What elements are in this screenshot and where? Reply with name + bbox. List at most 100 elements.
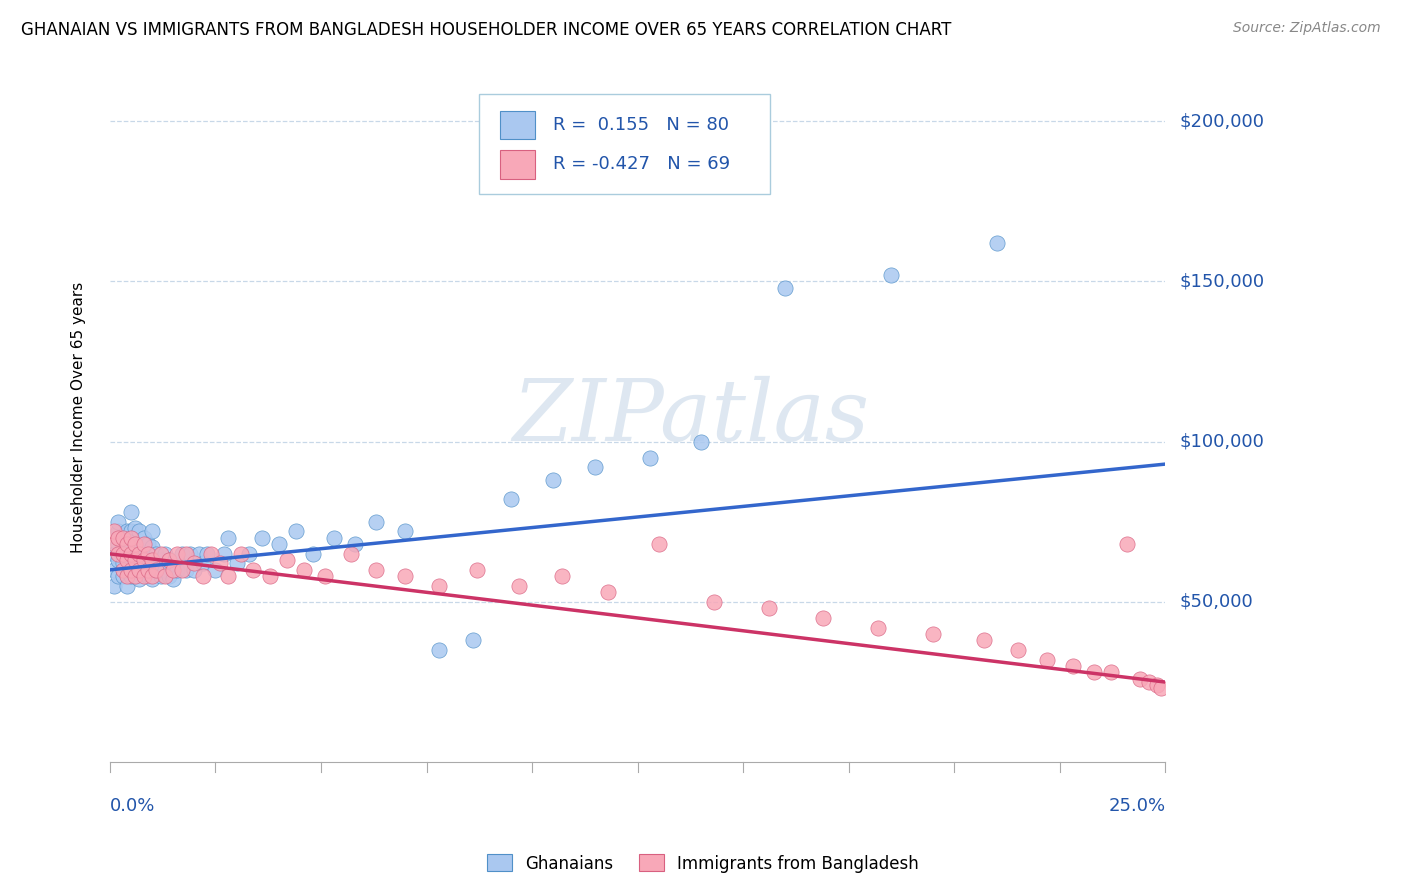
Point <box>1007 643 1029 657</box>
Point <box>115 563 138 577</box>
Point <box>364 563 387 577</box>
Point <box>136 569 159 583</box>
Point <box>120 531 142 545</box>
Point <box>145 547 167 561</box>
Point <box>111 547 134 561</box>
Point <box>596 585 619 599</box>
Point <box>107 531 129 545</box>
Point <box>145 563 167 577</box>
Point <box>132 563 155 577</box>
Point <box>157 553 180 567</box>
Point <box>212 547 235 561</box>
Point <box>703 595 725 609</box>
Point <box>541 473 564 487</box>
Point <box>141 524 163 539</box>
Point <box>465 563 488 577</box>
Point <box>394 569 416 583</box>
Point <box>120 524 142 539</box>
Point <box>204 563 226 577</box>
Point <box>153 547 176 561</box>
Point <box>107 524 129 539</box>
Point <box>128 563 150 577</box>
Point <box>128 524 150 539</box>
Point <box>136 547 159 561</box>
Point <box>128 557 150 571</box>
Point <box>267 537 290 551</box>
Point <box>922 627 945 641</box>
Point <box>758 601 780 615</box>
Point <box>115 553 138 567</box>
Point <box>107 515 129 529</box>
Point <box>120 547 142 561</box>
Point <box>128 547 150 561</box>
Point <box>111 531 134 545</box>
Point <box>1146 678 1168 692</box>
Point <box>292 563 315 577</box>
Point <box>217 531 239 545</box>
Point <box>107 553 129 567</box>
Point <box>141 569 163 583</box>
Point <box>640 450 662 465</box>
Point <box>242 563 264 577</box>
Point <box>136 563 159 577</box>
Point <box>166 563 188 577</box>
Point <box>115 547 138 561</box>
Point <box>1129 672 1152 686</box>
Point <box>427 643 450 657</box>
Point <box>141 573 163 587</box>
Point <box>690 434 713 449</box>
Bar <box>501 150 536 178</box>
Point <box>775 281 797 295</box>
Point <box>238 547 260 561</box>
Point <box>187 547 209 561</box>
Point <box>191 557 214 571</box>
Point <box>111 569 134 583</box>
Point <box>120 563 142 577</box>
Point <box>508 579 530 593</box>
Point <box>124 569 146 583</box>
Point <box>1099 665 1122 680</box>
Point <box>550 569 572 583</box>
Y-axis label: Householder Income Over 65 years: Householder Income Over 65 years <box>72 282 86 553</box>
Point <box>149 547 172 561</box>
Point <box>1150 681 1173 696</box>
FancyBboxPatch shape <box>479 94 769 194</box>
Point <box>250 531 273 545</box>
Point <box>170 563 193 577</box>
Point <box>128 541 150 555</box>
Point <box>124 553 146 567</box>
Point <box>141 553 163 567</box>
Point <box>153 563 176 577</box>
Point <box>322 531 344 545</box>
Point <box>191 569 214 583</box>
Point <box>162 563 184 577</box>
Point <box>986 235 1008 250</box>
Point <box>229 547 252 561</box>
Point <box>141 557 163 571</box>
Point <box>124 537 146 551</box>
Text: ZIPatlas: ZIPatlas <box>512 376 869 459</box>
Point <box>1083 665 1105 680</box>
Point <box>427 579 450 593</box>
Point <box>166 547 188 561</box>
Point <box>103 547 125 561</box>
Text: Source: ZipAtlas.com: Source: ZipAtlas.com <box>1233 21 1381 36</box>
Text: 0.0%: 0.0% <box>110 797 155 814</box>
Point <box>200 547 222 561</box>
Point <box>174 547 197 561</box>
Point <box>115 579 138 593</box>
Point <box>183 563 205 577</box>
Point <box>259 569 281 583</box>
Point <box>120 541 142 555</box>
Point <box>124 521 146 535</box>
Point <box>132 537 155 551</box>
Point <box>124 553 146 567</box>
Point <box>111 531 134 545</box>
Point <box>132 553 155 567</box>
Point <box>1116 537 1139 551</box>
Point <box>276 553 298 567</box>
Point <box>153 569 176 583</box>
Point <box>128 573 150 587</box>
Point <box>343 537 366 551</box>
Point <box>314 569 336 583</box>
